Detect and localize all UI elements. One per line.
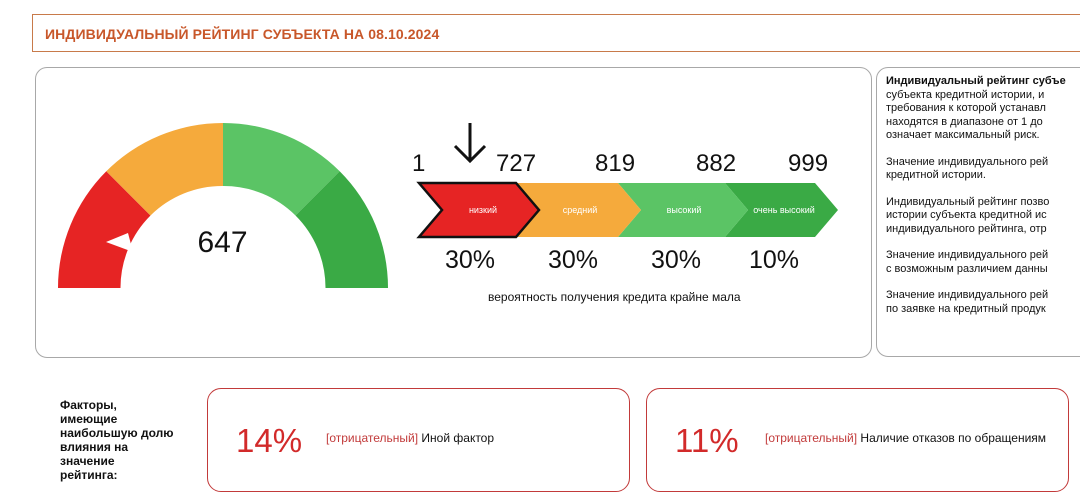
scale-segment-light-green	[618, 183, 748, 237]
scale-label-high: высокий	[667, 205, 702, 215]
description-line: Значение индивидуального рей	[886, 249, 1049, 261]
factor-tag: [отрицательный]	[326, 431, 419, 445]
description-line: по заявке на кредитный продук	[886, 302, 1046, 315]
description-paragraph-3: Индивидуальный рейтинг позво истории суб…	[886, 196, 1080, 237]
factor-text: Наличие отказов по обращениям	[857, 431, 1047, 445]
factors-label-line: имеющие	[60, 412, 118, 426]
description-line: с возможным различием данны	[886, 262, 1048, 275]
description-heading: Индивидуальный рейтинг субъе	[886, 75, 1066, 87]
description-line: субъекта кредитной истории, и	[886, 88, 1045, 101]
description-panel: Индивидуальный рейтинг субъе субъекта кр…	[876, 67, 1080, 357]
gauge-segment-light-green	[223, 122, 340, 216]
factors-label-line: значение	[60, 454, 115, 468]
scale-label-low: низкий	[469, 205, 497, 215]
scale-number-1: 1	[412, 150, 425, 177]
probability-text: вероятность получения кредита крайне мал…	[488, 290, 741, 304]
scale-number-727: 727	[496, 150, 536, 177]
description-line: истории субъекта кредитной ис	[886, 209, 1047, 221]
factors-label-line: рейтинга:	[60, 468, 118, 482]
factors-label: Факторы, имеющие наибольшую долю влияния…	[60, 398, 190, 482]
factor-percent: 14%	[236, 422, 303, 459]
gauge-segment-orange	[106, 122, 223, 216]
scale-segment-green	[725, 183, 838, 237]
description-paragraph-1: Индивидуальный рейтинг субъе субъекта кр…	[886, 75, 1080, 143]
scale-number-819: 819	[595, 150, 635, 177]
description-line: находятся в диапазоне от 1 до	[886, 115, 1043, 128]
factors-label-line: влияния на	[60, 440, 129, 454]
description-line: означает максимальный риск.	[886, 129, 1040, 141]
arrow-down-icon	[453, 123, 487, 164]
gauge-needle	[106, 233, 133, 252]
factor-card-refusals: 11% [отрицательный] Наличие отказов по о…	[646, 388, 1069, 492]
factor-tag: [отрицательный]	[765, 431, 858, 445]
factor-percent: 11%	[675, 422, 739, 459]
scale-segment-orange	[516, 183, 641, 237]
scale-segment-red	[416, 181, 541, 239]
description-paragraph-5: Значение индивидуального рей по заявке н…	[886, 289, 1080, 316]
description-line: кредитной истории.	[886, 169, 986, 181]
factors-label-line: Факторы,	[60, 398, 117, 412]
description-line: индивидуального рейтинга, отр	[886, 222, 1047, 235]
scale-number-882: 882	[696, 150, 736, 177]
description-text: Индивидуальный рейтинг субъе субъекта кр…	[886, 75, 1080, 329]
header-bar: ИНДИВИДУАЛЬНЫЙ РЕЙТИНГ СУБЪЕКТА НА 08.10…	[32, 14, 1080, 52]
scale-percent-medium: 30%	[548, 246, 598, 274]
scale-number-999: 999	[788, 150, 828, 177]
scale-label-medium: средний	[563, 205, 598, 215]
factors-label-line: наибольшую долю	[60, 426, 174, 440]
scale-percent-very-high: 10%	[749, 246, 799, 274]
description-line: Значение индивидуального рей	[886, 289, 1049, 301]
scale-percent-high: 30%	[651, 246, 701, 274]
factor-text: Иной фактор	[418, 431, 495, 445]
factor-card-other: 14% [отрицательный] Иной фактор	[207, 388, 630, 492]
page-title: ИНДИВИДУАЛЬНЫЙ РЕЙТИНГ СУБЪЕКТА НА 08.10…	[45, 26, 440, 42]
gauge-segment-green	[295, 171, 389, 288]
description-line: Индивидуальный рейтинг позво	[886, 195, 1050, 208]
scale-label-very-high: очень высокий	[753, 205, 815, 215]
description-line: требования к которой устанавл	[886, 102, 1046, 114]
factor-description: [отрицательный] Иной фактор	[326, 431, 616, 445]
description-paragraph-4: Значение индивидуального рей с возможным…	[886, 249, 1080, 276]
description-line: Значение индивидуального рей	[886, 155, 1049, 168]
gauge-segment-red	[57, 171, 151, 288]
rating-panel	[35, 67, 872, 358]
description-paragraph-2: Значение индивидуального рей кредитной и…	[886, 156, 1080, 183]
scale-percent-low: 30%	[445, 246, 495, 274]
factor-description: [отрицательный] Наличие отказов по обращ…	[765, 431, 1055, 445]
gauge-value: 647	[197, 226, 248, 259]
